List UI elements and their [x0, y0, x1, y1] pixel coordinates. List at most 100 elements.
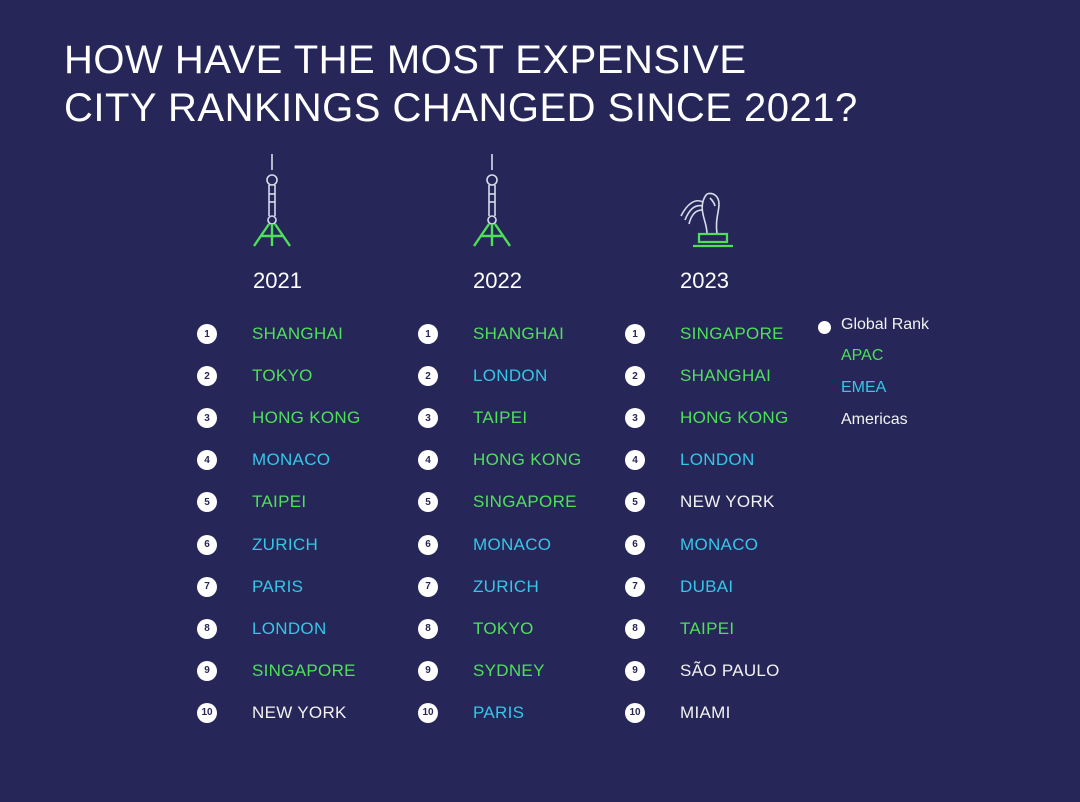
year-label: 2022	[473, 268, 522, 293]
title-line-1: HOW HAVE THE MOST EXPENSIVE	[64, 38, 747, 82]
city-name: TOKYO	[252, 366, 313, 386]
ranking-row: 6 MONACO	[418, 533, 618, 557]
rank-badge: 10	[197, 702, 217, 723]
title-line-2: CITY RANKINGS CHANGED SINCE 2021?	[64, 86, 858, 130]
ranking-row: 10 PARIS	[418, 701, 618, 725]
city-name: SHANGHAI	[473, 324, 565, 343]
rank-badge: 9	[418, 660, 438, 681]
city-name: SÃO PAULO	[680, 660, 780, 680]
rank-badge: 8	[197, 618, 217, 639]
city-name: PARIS	[473, 702, 525, 722]
city-name: ZURICH	[473, 576, 540, 596]
ranking-row: 2 SHANGHAI	[625, 364, 825, 388]
ranking-row: 5 NEW YORK	[625, 490, 825, 514]
city-name: ZURICH	[252, 534, 319, 554]
rank-badge: 8	[418, 618, 438, 639]
oriental-pearl-tower-icon	[462, 152, 522, 252]
ranking-row: 2 TOKYO	[197, 364, 397, 388]
city-name: HONG KONG	[252, 408, 361, 428]
city-name: LONDON	[680, 450, 755, 470]
city-name: MONACO	[473, 534, 552, 554]
ranking-row: 4 HONG KONG	[418, 448, 618, 472]
ranking-row: 5 TAIPEI	[197, 490, 397, 514]
ranking-row: 9 SYDNEY	[418, 659, 618, 683]
ranking-row: 4 LONDON	[625, 448, 825, 472]
city-name: SYDNEY	[473, 660, 545, 680]
ranking-row: 6 MONACO	[625, 533, 825, 557]
ranking-row: 9 SINGAPORE	[197, 659, 397, 683]
rank-badge: 1	[197, 324, 217, 344]
rank-badge: 2	[418, 366, 438, 387]
rank-badge: 4	[197, 450, 217, 471]
city-name: TAIPEI	[252, 492, 307, 512]
city-name: SHANGHAI	[252, 324, 344, 343]
city-name: LONDON	[252, 618, 327, 638]
year-label: 2021	[253, 268, 302, 293]
merlion-icon	[677, 180, 737, 252]
rank-badge: 2	[197, 366, 217, 387]
ranking-row: 3 HONG KONG	[197, 406, 397, 430]
rank-badge: 7	[197, 576, 217, 597]
rank-badge: 3	[625, 408, 645, 429]
ranking-row: 7 ZURICH	[418, 575, 618, 599]
rank-badge: 6	[418, 534, 438, 555]
city-name: MIAMI	[680, 702, 731, 722]
rank-badge: 4	[625, 450, 645, 471]
ranking-row: 1 SINGAPORE	[625, 322, 825, 346]
ranking-row: 8 TAIPEI	[625, 617, 825, 641]
ranking-row: 1 SHANGHAI	[418, 322, 618, 346]
city-name: LONDON	[473, 366, 548, 386]
ranking-row: 9 SÃO PAULO	[625, 659, 825, 683]
rank-badge: 9	[197, 660, 217, 681]
legend-apac: APAC	[841, 347, 884, 364]
rank-badge: 5	[625, 492, 645, 513]
rank-badge: 6	[197, 534, 217, 555]
ranking-row: 7 PARIS	[197, 575, 397, 599]
city-name: DUBAI	[680, 576, 734, 596]
ranking-row: 5 SINGAPORE	[418, 490, 618, 514]
rank-badge: 1	[625, 324, 645, 344]
rank-badge: 1	[418, 324, 438, 344]
rank-badge: 9	[625, 660, 645, 681]
city-name: TAIPEI	[473, 408, 528, 428]
city-name: TAIPEI	[680, 618, 735, 638]
rank-badge: 7	[625, 576, 645, 597]
ranking-row: 7 DUBAI	[625, 575, 825, 599]
city-name: SINGAPORE	[252, 660, 356, 680]
ranking-row: 6 ZURICH	[197, 533, 397, 557]
ranking-row: 8 LONDON	[197, 617, 397, 641]
legend-emea: EMEA	[841, 379, 887, 396]
city-name: HONG KONG	[680, 408, 789, 428]
city-name: NEW YORK	[252, 702, 347, 722]
ranking-row: 10 NEW YORK	[197, 701, 397, 725]
ranking-row: 3 HONG KONG	[625, 406, 825, 430]
city-name: SINGAPORE	[473, 492, 577, 512]
ranking-row: 2 LONDON	[418, 364, 618, 388]
rank-badge: 10	[625, 702, 645, 723]
rank-badge: 8	[625, 618, 645, 639]
oriental-pearl-tower-icon	[242, 152, 302, 252]
rank-badge: 2	[625, 366, 645, 387]
ranking-row: 1 SHANGHAI	[197, 322, 397, 346]
city-name: HONG KONG	[473, 450, 582, 470]
ranking-row: 3 TAIPEI	[418, 406, 618, 430]
ranking-row: 8 TOKYO	[418, 617, 618, 641]
rank-badge: 5	[418, 492, 438, 513]
rank-badge: 6	[625, 534, 645, 555]
rank-badge: 3	[197, 408, 217, 429]
city-name: MONACO	[252, 450, 331, 470]
ranking-row: 10 MIAMI	[625, 701, 825, 725]
city-name: NEW YORK	[680, 492, 775, 512]
rank-badge: 3	[418, 408, 438, 429]
rank-badge: 4	[418, 450, 438, 471]
city-name: PARIS	[252, 576, 304, 596]
legend-americas: Americas	[841, 411, 908, 428]
rank-badge: 10	[418, 702, 438, 723]
rank-badge: 7	[418, 576, 438, 597]
city-name: TOKYO	[473, 618, 534, 638]
legend-global-rank: Global Rank	[841, 316, 930, 333]
city-name: SHANGHAI	[680, 366, 772, 386]
city-name: SINGAPORE	[680, 324, 784, 343]
ranking-row: 4 MONACO	[197, 448, 397, 472]
city-name: MONACO	[680, 534, 759, 554]
